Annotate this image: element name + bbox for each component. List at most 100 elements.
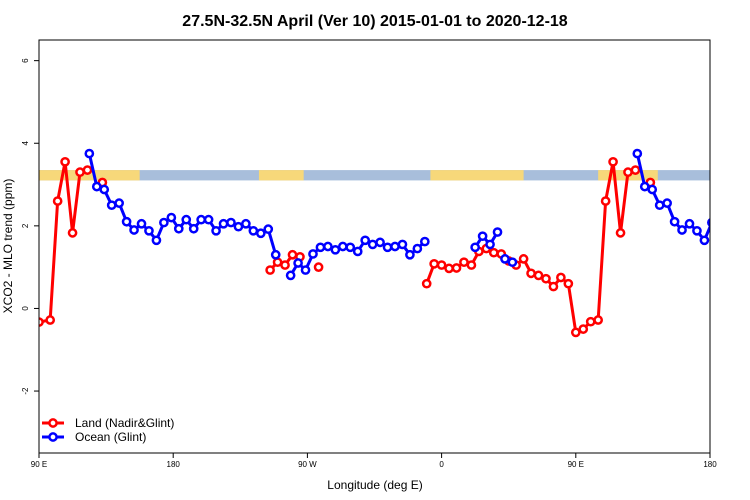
data-point xyxy=(541,273,551,284)
data-point xyxy=(159,217,169,228)
data-point xyxy=(419,236,430,247)
data-point xyxy=(196,214,207,225)
legend-marker xyxy=(48,418,58,428)
data-point xyxy=(716,214,723,221)
data-point xyxy=(308,249,318,259)
data-point xyxy=(375,237,385,248)
data-point xyxy=(662,198,672,208)
series-line xyxy=(425,160,636,334)
data-point xyxy=(669,216,680,227)
data-point xyxy=(630,165,641,175)
x-tick-label: 90 E xyxy=(31,460,47,469)
band-ocean xyxy=(39,170,710,181)
chart-title: 27.5N-32.5N April (Ver 10) 2015-01-01 to… xyxy=(182,13,568,30)
data-point xyxy=(623,167,633,178)
data-point xyxy=(45,315,56,325)
data-point xyxy=(615,228,626,238)
data-point xyxy=(684,218,695,229)
data-point xyxy=(563,278,574,289)
data-point xyxy=(181,214,192,225)
data-point xyxy=(412,243,423,254)
x-axis-label: Longitude (deg E) xyxy=(327,478,422,492)
y-tick-label: 0 xyxy=(21,306,30,311)
data-point xyxy=(421,278,432,289)
data-point xyxy=(345,242,356,253)
y-tick-label: 6 xyxy=(21,58,30,63)
data-point xyxy=(692,225,702,236)
data-point xyxy=(75,167,85,178)
data-point xyxy=(518,254,529,264)
plot-frame xyxy=(38,39,711,454)
data-point xyxy=(67,228,78,238)
data-point xyxy=(323,241,333,252)
data-point xyxy=(647,184,658,195)
data-point xyxy=(129,225,139,235)
x-tick-label: 180 xyxy=(167,460,181,469)
data-point xyxy=(526,268,536,279)
data-point xyxy=(360,235,371,246)
data-point xyxy=(352,246,363,257)
data-point xyxy=(507,257,518,268)
data-point xyxy=(556,272,566,283)
band-land-segment xyxy=(430,170,524,181)
data-point xyxy=(114,198,124,208)
data-point xyxy=(707,218,710,228)
band-land-segment xyxy=(39,170,140,181)
data-point xyxy=(84,148,95,159)
data-point xyxy=(280,260,290,270)
x-tick-label: 180 xyxy=(703,460,717,469)
data-point xyxy=(533,270,544,281)
x-axis: 90 E 180 90 W 0 90 E 180 xyxy=(31,453,717,469)
data-point xyxy=(151,235,162,246)
data-point xyxy=(173,223,184,234)
data-point xyxy=(263,224,274,235)
data-point xyxy=(444,263,454,274)
y-tick-label: 2 xyxy=(21,223,30,228)
data-point xyxy=(337,241,348,252)
data-point xyxy=(82,165,93,175)
data-point xyxy=(397,239,408,250)
y-axis: -2 0 2 4 6 xyxy=(21,58,39,395)
data-point xyxy=(270,249,281,260)
data-point xyxy=(166,212,177,223)
data-point xyxy=(188,223,199,234)
data-point xyxy=(136,218,147,229)
data-point xyxy=(639,181,650,192)
data-point xyxy=(654,200,665,211)
data-point xyxy=(593,315,604,325)
y-tick-label: -2 xyxy=(21,387,30,395)
data-point xyxy=(382,242,393,253)
data-point xyxy=(585,316,596,327)
data-point xyxy=(488,247,499,258)
data-point xyxy=(285,270,296,281)
data-point xyxy=(91,181,102,192)
data-point xyxy=(211,225,221,236)
x-tick-label: 0 xyxy=(439,460,444,469)
band-land-segment xyxy=(258,170,304,181)
data-point xyxy=(459,257,469,268)
data-point xyxy=(144,225,154,236)
y-axis-label: XCO2 - MLO trend (ppm) xyxy=(1,179,15,314)
data-point xyxy=(405,249,415,260)
data-point xyxy=(608,156,618,167)
legend-label: Land (Nadir&Glint) xyxy=(75,416,174,430)
data-point xyxy=(390,241,400,252)
series-line xyxy=(473,231,499,249)
data-point xyxy=(492,227,503,237)
series-line xyxy=(39,160,88,324)
data-point xyxy=(632,148,643,159)
data-point xyxy=(477,231,488,242)
data-point xyxy=(272,257,283,268)
data-point xyxy=(470,242,480,253)
data-point xyxy=(218,218,229,229)
data-point xyxy=(315,242,326,253)
data-point xyxy=(255,228,266,239)
data-point xyxy=(466,260,477,270)
data-point xyxy=(203,214,214,225)
data-point xyxy=(226,217,236,228)
series-layer xyxy=(39,148,723,338)
data-point xyxy=(313,262,324,272)
series-ocean xyxy=(84,148,723,281)
y-tick-label: 4 xyxy=(21,140,30,145)
